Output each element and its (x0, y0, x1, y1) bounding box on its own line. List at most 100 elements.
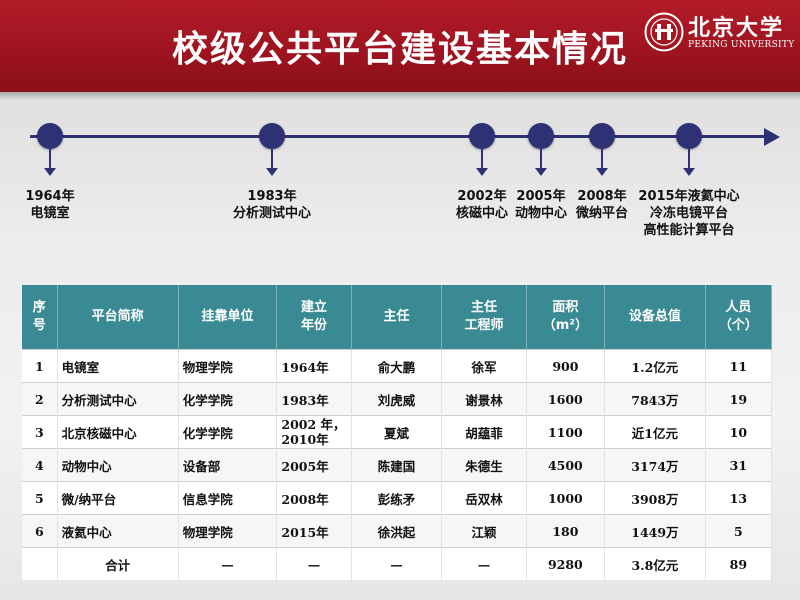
table-cell: 2 (22, 382, 58, 416)
table-cell: 3 (22, 415, 58, 449)
down-arrow-icon (266, 168, 278, 176)
column-header-text: 面积 (552, 300, 579, 315)
timeline-year: 2008年 (577, 189, 627, 204)
column-header: 人员 （个） (705, 285, 773, 350)
table-cell: 5 (705, 514, 773, 548)
table-cell: 7843万 (604, 382, 706, 416)
table-cell: 2002 年， 2010年 (276, 415, 352, 449)
table-row: 6 液氦中心 物理学院 2015年 徐洪起 江颖 180 1449万 5 (22, 514, 773, 548)
table-cell: 朱德生 (441, 448, 527, 482)
timeline-platform: 分析测试中心 (232, 206, 311, 221)
timeline-platform: 核磁中心 (455, 206, 508, 221)
column-header-text: 序 (32, 300, 46, 315)
table-cell: 4 (22, 448, 58, 482)
table-cell: — (276, 547, 352, 580)
timeline-label: 2005年动物中心 (471, 188, 611, 222)
table-body: 1 电镜室 物理学院 1964年 俞大鹏 徐军 900 1.2亿元 11 2 分析测试中心 化学学院 1… (22, 349, 773, 580)
column-header: 面积 （m²） (526, 285, 606, 350)
timeline-label: 1964年电镜室 (0, 188, 120, 222)
table-cell: 5 (22, 481, 58, 515)
table-row: 3 北京核磁中心 化学学院 2002 年， 2010年 夏斌 胡蕴菲 1100 近1亿元 10 (22, 415, 773, 449)
platform-table: 序号平台简称 挂靠单位 建立 年份 主任 主任 工程师 面积 （m²） 设备总值 人员 （个） 1 电镜… (22, 285, 773, 580)
column-header-text: 主任 (470, 300, 497, 315)
page-title: 校级公共平台建设基本情况 (171, 29, 628, 70)
column-header-text: 主任 (383, 309, 410, 324)
table-cell: 化学学院 (178, 415, 278, 449)
table-cell: 北京核磁中心 (57, 415, 179, 449)
logo-chinese-name: 北京大学 (688, 15, 785, 41)
table-cell: 近1亿元 (604, 415, 706, 449)
table-cell: 1964年 (276, 349, 352, 383)
down-arrow-icon (44, 168, 56, 176)
timeline-connector (49, 149, 51, 169)
column-header: 主任 工程师 (441, 285, 527, 350)
column-header-text: 人员 (725, 300, 752, 315)
column-header-text: （个） (718, 318, 758, 333)
table-cell: 3174万 (604, 448, 706, 482)
down-arrow-icon (476, 168, 488, 176)
table-cell: 物理学院 (178, 514, 278, 548)
university-seal-icon (644, 12, 684, 52)
table-cell: 岳双林 (441, 481, 527, 515)
university-logo: 北京大学 PEKING UNIVERSITY (644, 10, 794, 54)
timeline-label: 2002年 核磁中心 (412, 188, 552, 222)
timeline-platform: 电镜室 (30, 206, 70, 221)
table-row: 1 电镜室 物理学院 1964年 俞大鹏 徐军 900 1.2亿元 11 (22, 349, 773, 383)
down-arrow-icon (535, 168, 547, 176)
timeline-axis (30, 135, 770, 138)
table-cell: 陈建国 (351, 448, 443, 482)
table-cell: 31 (705, 448, 773, 482)
timeline-connector (481, 149, 483, 169)
timeline-year: 2005年 (516, 189, 566, 204)
table-cell: 2008年 (276, 481, 352, 515)
table-cell: 6 (22, 514, 58, 548)
timeline-label: 1983年分析测试中心 (202, 188, 342, 222)
timeline-node (528, 123, 554, 149)
timeline-platform: 高性能计算平台 (643, 223, 735, 238)
column-header: 主任 (351, 285, 443, 350)
timeline-year: 1964年 (25, 189, 75, 204)
table-cell: 1.2亿元 (604, 349, 706, 383)
table-cell: 动物中心 (57, 448, 179, 482)
timeline-node (259, 123, 285, 149)
table-cell: 电镜室 (57, 349, 179, 383)
table-cell: 夏斌 (351, 415, 443, 449)
table-cell: 2015年 (276, 514, 352, 548)
column-header: 平台简称 (57, 285, 179, 350)
timeline-arrow-icon (764, 128, 780, 146)
column-header-text: 平台简称 (91, 309, 144, 324)
table-cell: 1000 (526, 481, 606, 515)
timeline-node (469, 123, 495, 149)
timeline-year: 1983年 (247, 189, 297, 204)
column-header-text: 年份 (301, 318, 328, 333)
timeline-node (676, 123, 702, 149)
table-cell: 胡蕴菲 (441, 415, 527, 449)
table-cell: 液氦中心 (57, 514, 179, 548)
title-banner (0, 0, 800, 92)
table-cell: 化学学院 (178, 382, 278, 416)
table-cell: 刘虎威 (351, 382, 443, 416)
column-header-text: 设备总值 (628, 309, 681, 324)
table-cell: 徐洪起 (351, 514, 443, 548)
timeline-label: 2008年 微纳平台 (532, 188, 672, 222)
table-cell: 微/纳平台 (57, 481, 179, 515)
column-header-text: 挂靠单位 (201, 309, 254, 324)
table-cell: 3908万 (604, 481, 706, 515)
timeline-year: 2015年液氦中心 (638, 189, 740, 204)
table-cell: 900 (526, 349, 606, 383)
table-cell: — (351, 547, 443, 580)
table-cell: 物理学院 (178, 349, 278, 383)
table-cell: 俞大鹏 (351, 349, 443, 383)
table-cell: 1449万 (604, 514, 706, 548)
timeline-platform: 动物中心 (514, 206, 567, 221)
table-cell: 徐军 (441, 349, 527, 383)
table-cell: 1600 (526, 382, 606, 416)
timeline-connector (271, 149, 273, 169)
table-row: 4 动物中心 设备部 2005年 陈建国 朱德生 4500 3174万 31 (22, 448, 773, 482)
column-header: 建立 年份 (276, 285, 352, 350)
timeline-label: 2015年液氦中心 冷冻电镜平台 高性能计算平台 (619, 188, 759, 239)
table-cell: 180 (526, 514, 606, 548)
table-cell: 19 (705, 382, 773, 416)
table-cell: 89 (705, 547, 773, 580)
table-cell: 江颖 (441, 514, 527, 548)
